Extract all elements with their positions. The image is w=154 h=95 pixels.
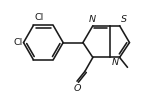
Text: Cl: Cl xyxy=(13,38,22,47)
Text: N: N xyxy=(112,58,119,67)
Text: O: O xyxy=(73,84,81,93)
Text: S: S xyxy=(121,15,127,24)
Text: N: N xyxy=(88,15,95,24)
Text: Cl: Cl xyxy=(34,13,44,22)
